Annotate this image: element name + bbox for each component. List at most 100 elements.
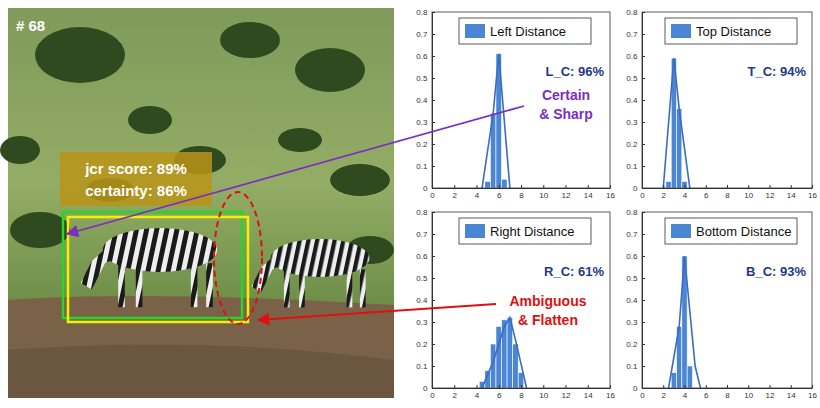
- y-tick: 0.6: [626, 252, 645, 261]
- y-tick-label: 0.1: [416, 362, 428, 371]
- x-tick-mark: [477, 385, 478, 388]
- x-tick-label: 16: [606, 191, 615, 200]
- legend-box: [459, 218, 591, 244]
- fit-curve: [482, 54, 510, 188]
- zebra-leg: [284, 269, 290, 307]
- plot-frame: [432, 212, 610, 388]
- scene-bush: [128, 106, 172, 134]
- y-tick-label: 0.7: [416, 230, 428, 239]
- x-tick: 8: [519, 385, 524, 400]
- y-tick-mark: [432, 100, 435, 101]
- x-tick-mark: [727, 385, 728, 388]
- y-tick: 0.8: [416, 208, 435, 217]
- y-tick-mark: [432, 278, 435, 279]
- y-tick-label: 0.4: [416, 296, 428, 305]
- x-tick-label: 14: [584, 191, 593, 200]
- x-axis-line: [433, 188, 611, 189]
- y-tick-label: 0.1: [626, 362, 638, 371]
- y-tick: 0.5: [626, 74, 645, 83]
- y-tick: 0.1: [416, 162, 435, 171]
- x-tick: 4: [683, 185, 688, 200]
- y-tick: 0.7: [416, 230, 435, 239]
- x-tick-label: 0: [640, 391, 645, 400]
- y-tick-mark: [642, 388, 645, 389]
- x-axis: 0246810121416: [640, 385, 817, 400]
- y-tick-mark: [432, 322, 435, 323]
- histogram-bar: [671, 373, 676, 388]
- callout-arrow-red: [258, 304, 496, 320]
- x-tick-mark: [566, 185, 567, 188]
- x-tick: 4: [683, 385, 688, 400]
- y-tick: 0.6: [626, 52, 645, 61]
- histogram-panel: 024681012141600.10.20.30.40.50.60.70.8Ri…: [416, 208, 615, 400]
- callout-arrow-purple: [67, 106, 524, 234]
- x-tick-label: 12: [562, 391, 571, 400]
- x-tick: 2: [453, 185, 458, 200]
- x-tick-label: 2: [453, 391, 458, 400]
- scene-ground: [8, 296, 394, 398]
- x-axis-line: [643, 188, 813, 189]
- x-tick: 6: [497, 185, 502, 200]
- x-tick-mark: [770, 185, 771, 188]
- zebra-neck: [252, 249, 288, 293]
- certainty-annotation: R_C: 61%: [544, 264, 604, 279]
- y-tick-mark: [642, 12, 645, 13]
- fit-curve: [669, 256, 701, 388]
- y-tick-label: 0.4: [626, 96, 638, 105]
- x-tick-label: 2: [453, 191, 458, 200]
- x-tick: 16: [606, 385, 615, 400]
- scene-bush: [35, 27, 125, 83]
- y-tick: 0.5: [416, 274, 435, 283]
- x-tick-label: 4: [683, 191, 688, 200]
- frame-label: # 68: [16, 17, 45, 34]
- y-tick-label: 0.8: [626, 8, 638, 17]
- histogram-panel: 024681012141600.10.20.30.40.50.60.70.8Bo…: [626, 208, 817, 400]
- y-tick: 0.4: [626, 296, 645, 305]
- y-tick-mark: [432, 300, 435, 301]
- x-tick: 8: [725, 385, 730, 400]
- x-axis-line: [643, 388, 813, 389]
- x-tick-label: 6: [704, 191, 709, 200]
- histogram-bar: [682, 181, 687, 188]
- y-tick-label: 0.3: [626, 118, 638, 127]
- y-tick-label: 0.5: [416, 74, 428, 83]
- y-tick-label: 0: [633, 384, 638, 393]
- y-tick-label: 0.2: [416, 340, 428, 349]
- legend: Left Distance: [459, 18, 591, 44]
- x-tick-label: 14: [787, 191, 796, 200]
- plot-area: [482, 54, 510, 188]
- x-tick-label: 2: [662, 391, 667, 400]
- y-tick-mark: [432, 212, 435, 213]
- x-tick-mark: [521, 185, 522, 188]
- y-tick: 0.2: [626, 340, 645, 349]
- x-tick-label: 8: [519, 391, 524, 400]
- x-tick: 2: [662, 185, 667, 200]
- y-tick-label: 0.6: [626, 252, 638, 261]
- histogram-panel: 024681012141600.10.20.30.40.50.60.70.8To…: [626, 8, 817, 200]
- y-tick-label: 0.1: [626, 162, 638, 171]
- y-tick-mark: [642, 322, 645, 323]
- x-tick-mark: [588, 385, 589, 388]
- x-axis: 0246810121416: [430, 185, 615, 200]
- y-axis: 00.10.20.30.40.50.60.70.8: [626, 8, 645, 193]
- y-tick-mark: [642, 56, 645, 57]
- scene-image: # 68jcr score: 89%certainty: 86%: [0, 8, 394, 398]
- x-tick-label: 14: [584, 391, 593, 400]
- plot-frame: [642, 212, 812, 388]
- x-tick-label: 6: [704, 391, 709, 400]
- x-tick-mark: [748, 385, 749, 388]
- x-tick: 14: [787, 385, 796, 400]
- scene-bush: [10, 212, 70, 248]
- ambiguous-region: [214, 192, 262, 324]
- x-tick-label: 0: [430, 191, 435, 200]
- scene-zebra: [252, 239, 370, 307]
- x-tick: 2: [453, 385, 458, 400]
- y-tick: 0.3: [626, 118, 645, 127]
- x-tick: 6: [704, 185, 709, 200]
- scene-bush: [330, 164, 390, 196]
- score-label: certainty: 86%: [85, 182, 187, 199]
- y-tick: 0.5: [416, 74, 435, 83]
- x-axis: 0246810121416: [640, 185, 817, 200]
- y-tick-label: 0: [423, 384, 428, 393]
- x-tick: 12: [562, 385, 571, 400]
